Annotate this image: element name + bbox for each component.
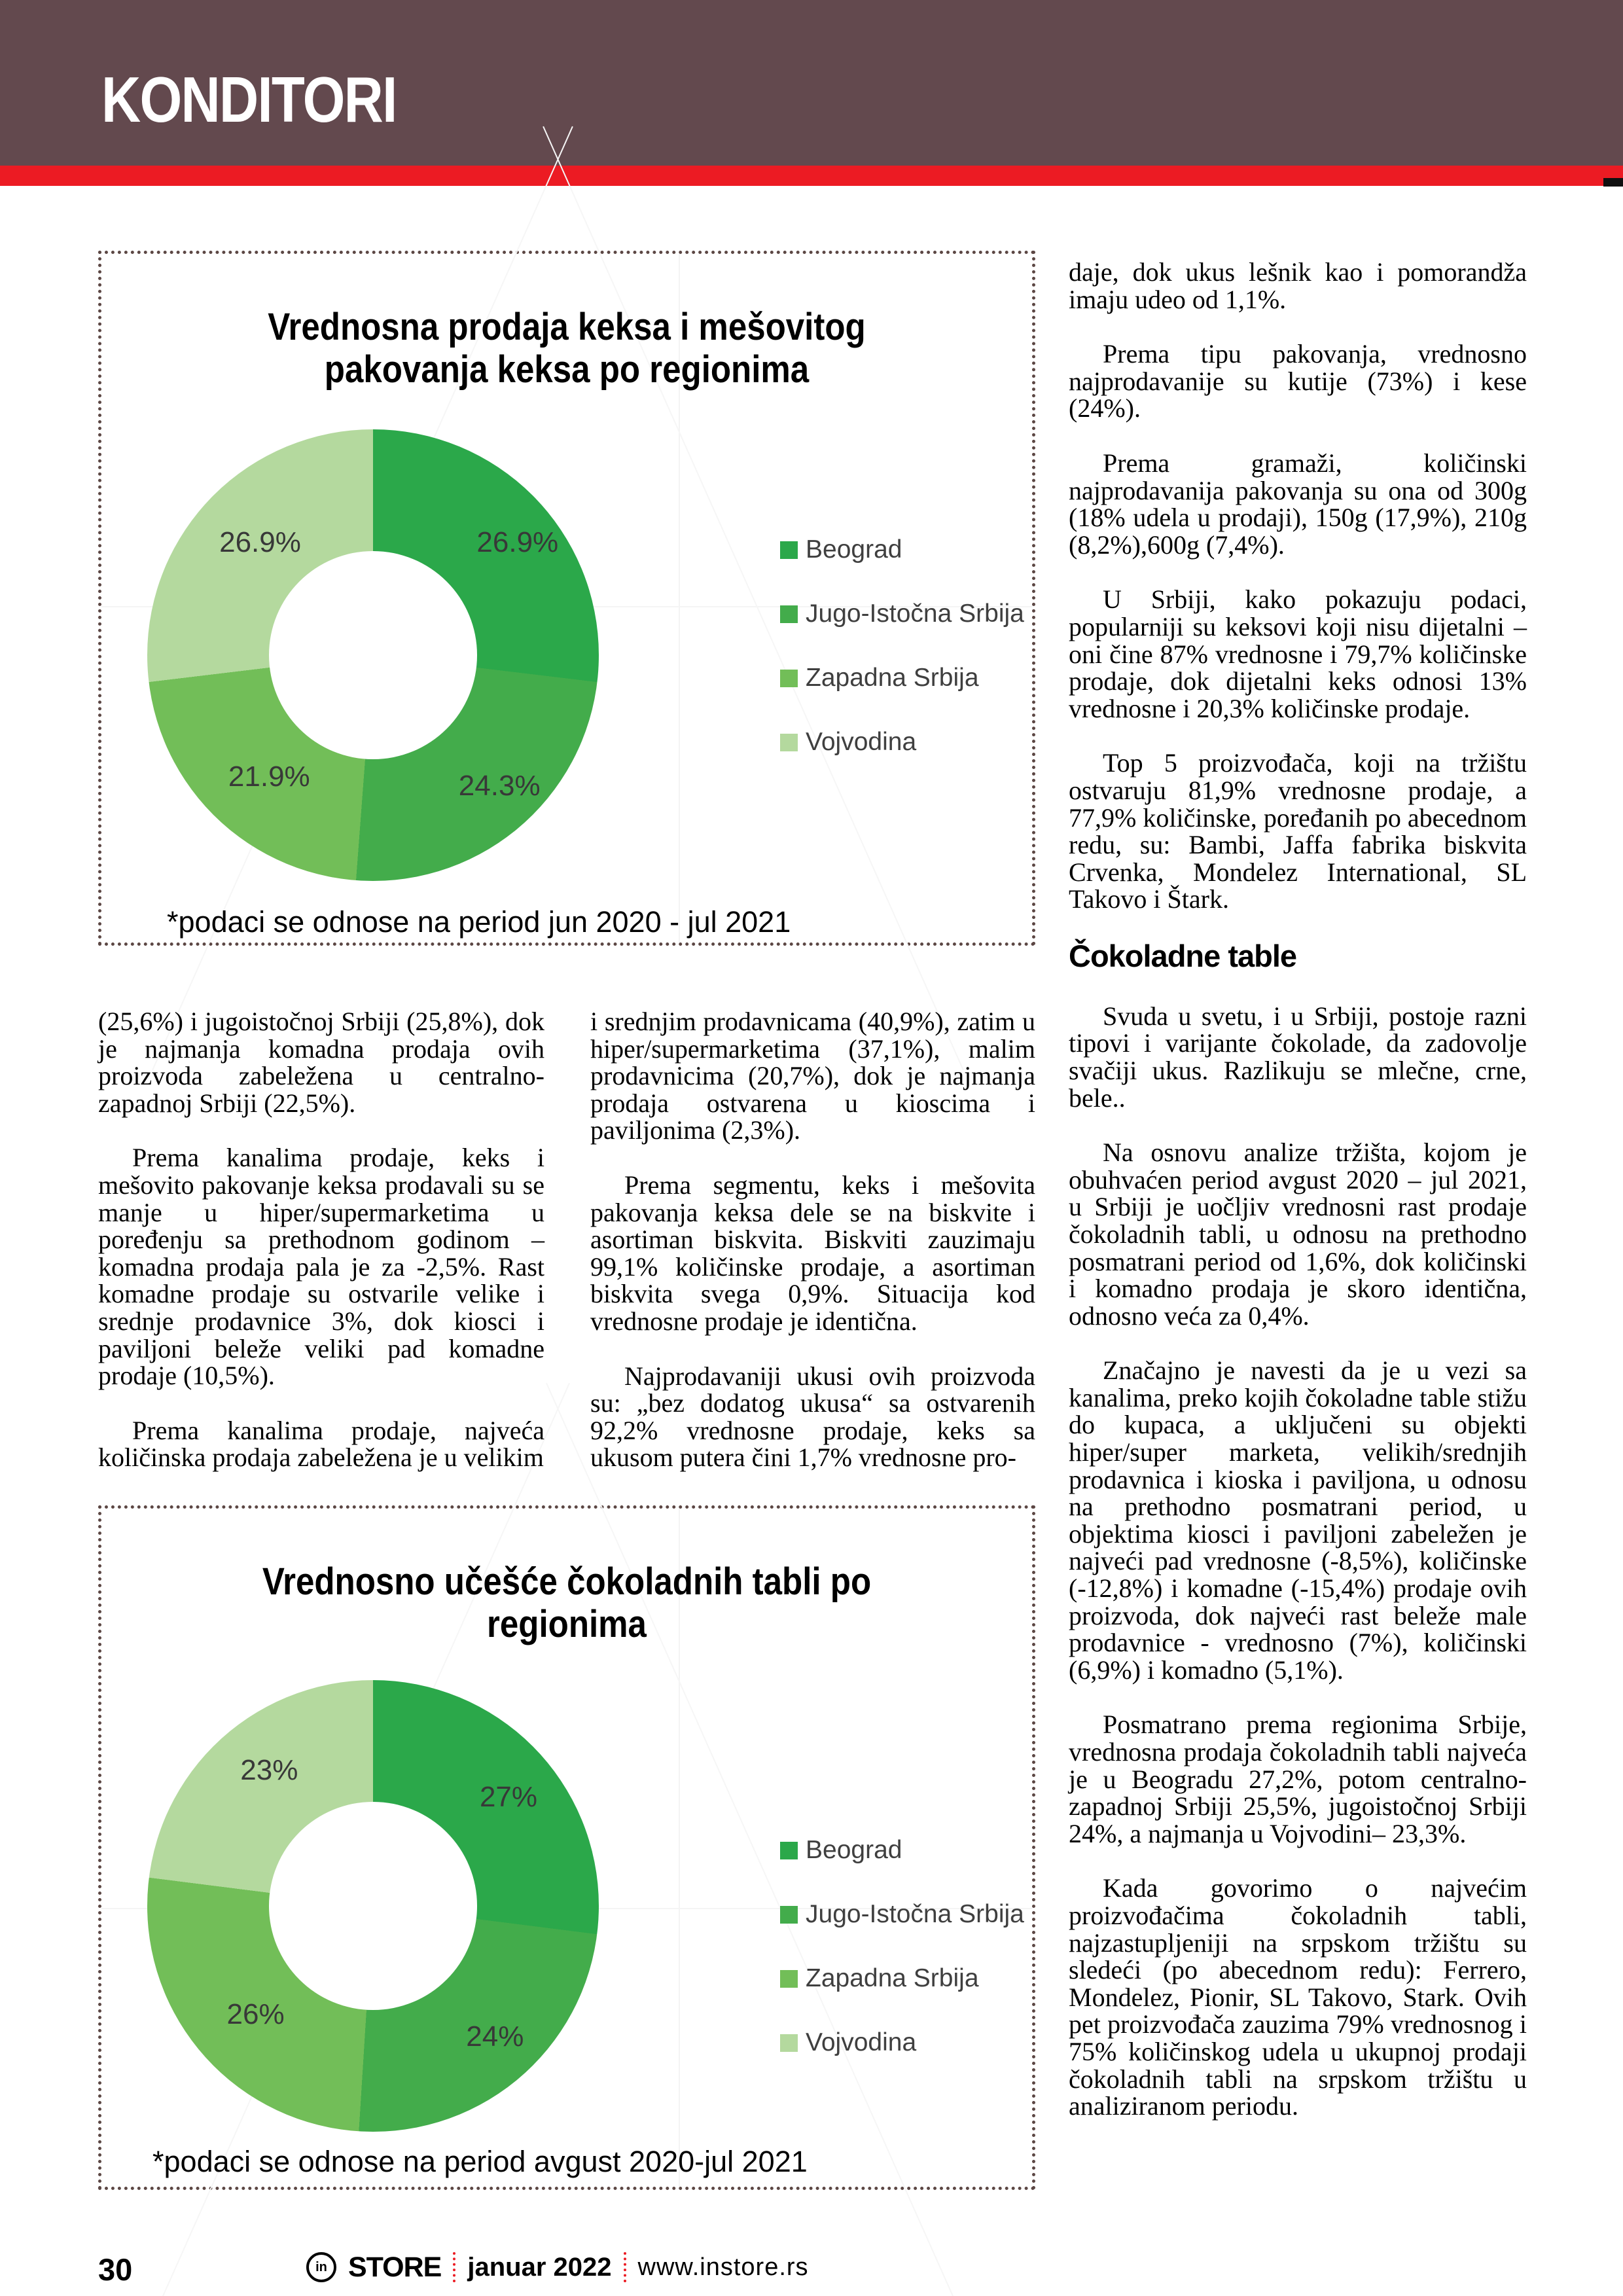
- page-number: 30: [98, 2252, 133, 2287]
- legend-swatch: [780, 2034, 798, 2052]
- chart-legend: Beograd Jugo-Istočna Srbija Zapadna Srbi…: [780, 535, 1024, 792]
- paragraph: Top 5 proizvođača, koji na tržištu ostva…: [1069, 748, 1527, 914]
- legend-item: Jugo-Istočna Srbija: [780, 1900, 1024, 1929]
- chart-footnote: *podaci se odnose na period jun 2020 - j…: [167, 905, 791, 939]
- legend-label: Zapadna Srbija: [806, 1964, 979, 1992]
- paragraph: Značajno je navesti da je u vezi sa kana…: [1069, 1355, 1527, 1685]
- paragraph: (25,6%) i jugoistočnoj Srbiji (25,8%), d…: [98, 1007, 544, 1118]
- paragraph: Kada govorimo o najvećim proizvođačima č…: [1069, 1873, 1527, 2121]
- corner-dash: [1603, 178, 1623, 187]
- watermark-line: [678, 254, 680, 942]
- data-label: 27%: [479, 1781, 538, 1814]
- legend-swatch: [780, 1905, 798, 1924]
- legend-item: Zapadna Srbija: [780, 664, 1024, 692]
- legend-item: Beograd: [780, 535, 1024, 564]
- chart-box-cokolada: Vrednosno učešće čokoladnih tabli po reg…: [98, 1382, 1035, 2296]
- paragraph: Prema gramaži, količinski najprodavanija…: [1069, 448, 1527, 560]
- section-heading: Čokoladne table: [1069, 938, 1297, 973]
- data-label: 26.9%: [476, 526, 559, 558]
- data-label: 21.9%: [228, 761, 310, 793]
- paragraph: Svuda u svetu, i u Srbiji, postoje razni…: [1069, 1001, 1527, 1113]
- paragraph: Na osnovu analize tržišta, kojom je obuh…: [1069, 1138, 1527, 1331]
- donut-chart-keks: 26.9% 24.3% 21.9% 26.9%: [147, 429, 599, 881]
- data-label: 24.3%: [458, 770, 541, 802]
- legend-label: Beograd: [806, 535, 902, 564]
- legend-label: Zapadna Srbija: [806, 664, 979, 692]
- footer-brand: STORE: [348, 2251, 442, 2283]
- legend-label: Jugo-Istočna Srbija: [806, 600, 1024, 628]
- chart-title: Vrednosna prodaja keksa i mešovitog pako…: [268, 306, 866, 391]
- chart-title: Vrednosno učešće čokoladnih tabli po reg…: [262, 1560, 872, 1645]
- legend-swatch: [780, 733, 798, 751]
- paragraph: Prema kanalima prodaje, keks i mešovito …: [98, 1143, 544, 1391]
- legend-item: Jugo-Istočna Srbija: [780, 600, 1024, 628]
- legend-item: Vojvodina: [780, 728, 1024, 757]
- legend-item: Zapadna Srbija: [780, 1964, 1024, 1993]
- data-label: 23%: [240, 1754, 298, 1786]
- data-label: 24%: [466, 2020, 524, 2053]
- paragraph: Prema segmentu, keks i mešovita pakovanj…: [590, 1170, 1035, 1336]
- masthead: KONDITORI: [0, 0, 1623, 166]
- legend-item: Beograd: [780, 1836, 1024, 1865]
- chart-box-keks: Vrednosna prodaja keksa i mešovitog pako…: [98, 126, 1035, 1071]
- legend-label: Jugo-Istočna Srbija: [806, 1900, 1024, 1928]
- legend-swatch: [780, 605, 798, 623]
- watermark-line: [678, 1509, 680, 2187]
- legend-label: Vojvodina: [806, 2028, 917, 2056]
- paragraph: Posmatrano prema regionima Srbije, vredn…: [1069, 1710, 1527, 1848]
- legend-swatch: [780, 1841, 798, 1859]
- paragraph: Prema kanalima prodaje, najveća količins…: [98, 1415, 544, 1473]
- page-title: KONDITORI: [101, 63, 397, 135]
- chart-footnote: *podaci se odnose na period avgust 2020-…: [152, 2145, 808, 2178]
- chart-legend: Beograd Jugo-Istočna Srbija Zapadna Srbi…: [780, 1836, 1024, 2092]
- footer-website: www.instore.rs: [637, 2253, 809, 2281]
- legend-swatch: [780, 541, 798, 559]
- data-label: 26.9%: [219, 526, 301, 558]
- article-column-middle: i srednjim prodavnicama (40,9%), zatim u…: [590, 1008, 1035, 1499]
- footer-separator: [623, 2252, 626, 2282]
- donut-chart-cokolada: 27% 24% 26% 23%: [147, 1680, 599, 2132]
- article-column-left: (25,6%) i jugoistočnoj Srbiji (25,8%), d…: [98, 1008, 544, 1499]
- data-label: 26%: [226, 1998, 285, 2030]
- paragraph: Najprodavaniji ukusi ovih proizvoda su: …: [590, 1361, 1035, 1473]
- legend-label: Vojvodina: [806, 728, 917, 756]
- red-divider: [0, 166, 1623, 186]
- legend-swatch: [780, 669, 798, 687]
- paragraph: Prema tipu pakovanja, vrednosno najproda…: [1069, 339, 1527, 423]
- paragraph: i srednjim prodavnicama (40,9%), zatim u…: [590, 1007, 1035, 1145]
- legend-item: Vojvodina: [780, 2028, 1024, 2057]
- instore-logo-icon: in: [306, 2252, 336, 2282]
- legend-swatch: [780, 1969, 798, 1988]
- footer-separator: [453, 2252, 456, 2282]
- paragraph: U Srbiji, kako pokazuju podaci, popularn…: [1069, 584, 1527, 723]
- footer-issue-date: januar 2022: [467, 2252, 612, 2282]
- footer: in STORE januar 2022 www.instore.rs: [306, 2249, 809, 2286]
- article-column-right: daje, dok ukus lešnik kao i pomorandža i…: [1069, 259, 1527, 2147]
- paragraph: daje, dok ukus lešnik kao i pomorandža i…: [1069, 257, 1527, 314]
- legend-label: Beograd: [806, 1836, 902, 1864]
